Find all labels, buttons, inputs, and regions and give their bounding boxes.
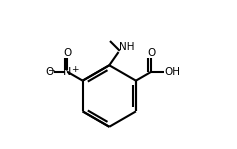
Text: O: O	[63, 48, 71, 58]
Text: −: −	[47, 65, 55, 74]
Text: N: N	[63, 67, 72, 77]
Text: O: O	[46, 67, 54, 77]
Text: OH: OH	[165, 67, 181, 77]
Text: +: +	[71, 65, 78, 74]
Text: NH: NH	[119, 42, 135, 52]
Text: O: O	[147, 48, 155, 58]
